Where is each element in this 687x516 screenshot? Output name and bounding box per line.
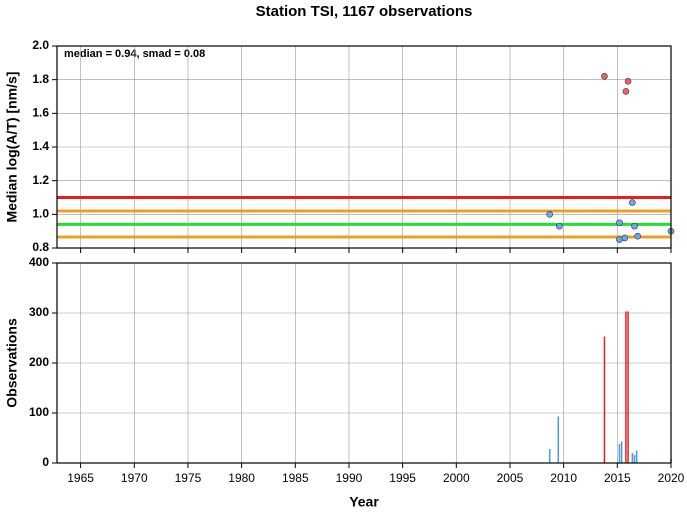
x-tick-label: 1990: [336, 471, 363, 485]
y-axis-label: Median log(A/T) [nm/s]: [4, 72, 20, 223]
plot-frame: [56, 45, 672, 249]
bar: [631, 453, 634, 463]
x-tick-label: 1980: [228, 471, 255, 485]
x-tick-label: 2015: [604, 471, 631, 485]
annotation: median = 0.94, smad = 0.08: [64, 48, 205, 60]
x-tick-label: 1975: [175, 471, 202, 485]
point: [624, 78, 632, 85]
y-axis-label: Observations: [4, 318, 20, 408]
x-tick-label: 1970: [121, 471, 148, 485]
bar: [625, 311, 627, 463]
x-tick-label: 1985: [282, 471, 309, 485]
y-tick-label: 1.0: [32, 207, 49, 221]
x-tick-label: 2005: [497, 471, 524, 485]
point: [631, 222, 638, 230]
point: [616, 219, 623, 227]
x-tick-label: 2020: [658, 471, 685, 485]
x-tick-label: 2010: [550, 471, 577, 485]
x-tick-label: 1965: [67, 471, 94, 485]
bar: [548, 449, 551, 463]
bar: [635, 450, 638, 463]
point: [634, 232, 642, 240]
y-tick-label: 2.0: [32, 38, 49, 52]
bar: [620, 441, 623, 463]
point: [546, 211, 554, 218]
y-tick-label: 100: [29, 405, 49, 419]
y-tick-label: 1.8: [32, 72, 49, 86]
y-tick-label: 0.8: [32, 240, 49, 254]
bar: [557, 416, 560, 463]
y-tick-label: 1.2: [32, 173, 49, 187]
bar: [627, 311, 629, 463]
y-tick-label: 1.6: [32, 106, 49, 120]
point: [601, 73, 608, 80]
plot-frame: [56, 262, 672, 464]
point: [622, 88, 630, 95]
x-tick-label: 1995: [389, 471, 416, 485]
x-tick-label: 2000: [443, 471, 470, 485]
y-tick-label: 200: [29, 355, 49, 369]
bar: [618, 444, 621, 463]
y-tick-label: 300: [29, 305, 49, 319]
y-tick-label: 1.4: [32, 139, 49, 153]
point: [621, 234, 629, 242]
bar: [603, 336, 606, 463]
y-tick-label: 0: [42, 455, 49, 469]
chart-title: Station TSI, 1167 observations: [256, 3, 473, 20]
point: [629, 199, 636, 206]
bar: [633, 455, 636, 463]
point: [556, 222, 563, 230]
x-axis-label: Year: [349, 494, 379, 510]
y-tick-label: 400: [29, 255, 49, 269]
